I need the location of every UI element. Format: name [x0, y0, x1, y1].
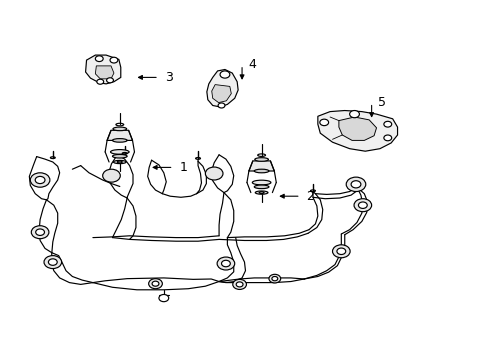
- Circle shape: [353, 199, 371, 212]
- Text: 1: 1: [179, 161, 187, 174]
- Ellipse shape: [110, 150, 129, 154]
- Circle shape: [205, 167, 223, 180]
- Ellipse shape: [254, 158, 268, 161]
- Circle shape: [159, 294, 168, 302]
- Circle shape: [148, 279, 162, 289]
- Text: 3: 3: [164, 71, 172, 84]
- Circle shape: [319, 119, 328, 126]
- Polygon shape: [317, 111, 397, 151]
- Circle shape: [271, 276, 277, 281]
- Circle shape: [48, 259, 57, 265]
- Ellipse shape: [255, 191, 267, 194]
- Circle shape: [221, 260, 230, 267]
- Circle shape: [217, 257, 234, 270]
- Circle shape: [152, 281, 159, 286]
- Circle shape: [35, 176, 45, 184]
- Polygon shape: [338, 117, 376, 140]
- Ellipse shape: [113, 127, 126, 131]
- Circle shape: [218, 103, 224, 108]
- Ellipse shape: [112, 154, 127, 158]
- Circle shape: [346, 177, 365, 192]
- Circle shape: [106, 78, 113, 83]
- Circle shape: [268, 274, 280, 283]
- Circle shape: [97, 79, 103, 84]
- Circle shape: [349, 111, 359, 118]
- Circle shape: [30, 173, 50, 187]
- Text: 4: 4: [247, 58, 255, 71]
- Circle shape: [383, 135, 391, 141]
- Ellipse shape: [252, 180, 270, 185]
- Circle shape: [358, 202, 366, 208]
- Circle shape: [36, 229, 44, 235]
- Polygon shape: [107, 130, 132, 140]
- Circle shape: [95, 56, 103, 62]
- Ellipse shape: [113, 161, 126, 164]
- Ellipse shape: [254, 185, 268, 189]
- Circle shape: [383, 121, 391, 127]
- Polygon shape: [211, 85, 231, 103]
- Ellipse shape: [254, 169, 268, 173]
- Circle shape: [232, 279, 246, 289]
- Text: 5: 5: [377, 96, 385, 109]
- Polygon shape: [95, 66, 114, 79]
- Circle shape: [110, 57, 118, 63]
- Circle shape: [236, 282, 243, 287]
- Polygon shape: [206, 69, 238, 107]
- Circle shape: [220, 71, 229, 78]
- Circle shape: [336, 248, 345, 255]
- Polygon shape: [248, 161, 274, 171]
- Polygon shape: [85, 55, 121, 84]
- Circle shape: [102, 169, 120, 182]
- Circle shape: [332, 245, 349, 258]
- Ellipse shape: [112, 139, 127, 142]
- Circle shape: [350, 181, 360, 188]
- Circle shape: [31, 226, 49, 239]
- Circle shape: [44, 256, 61, 269]
- Text: 2: 2: [306, 190, 314, 203]
